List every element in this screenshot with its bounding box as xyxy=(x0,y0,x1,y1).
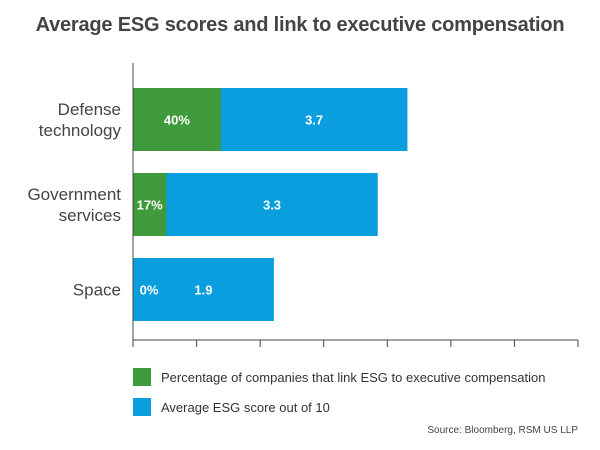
data-label-link-percentage: 17% xyxy=(137,198,163,213)
category-label-line: technology xyxy=(39,121,122,140)
category-label: Defense technology xyxy=(39,100,122,140)
bar-esg-score xyxy=(133,173,378,236)
bar-link-percentage xyxy=(133,88,221,151)
data-label-esg-score: 3.7 xyxy=(305,113,323,128)
category-label-line: Defense xyxy=(58,100,121,119)
data-label-link-percentage: 40% xyxy=(164,113,190,128)
legend: Percentage of companies that link ESG to… xyxy=(133,368,545,428)
bar-esg-score xyxy=(133,258,274,321)
category-labels: Defense technology Government services Space xyxy=(27,100,121,300)
x-axis xyxy=(132,63,579,347)
legend-label: Average ESG score out of 10 xyxy=(161,399,330,415)
legend-item-esg-score: Average ESG score out of 10 xyxy=(133,398,545,416)
category-label-line: Space xyxy=(73,281,121,300)
legend-label: Percentage of companies that link ESG to… xyxy=(161,369,546,385)
legend-swatch-blue xyxy=(133,398,151,416)
bars-group: 40% 3.7 17% 3.3 0% 1.9 xyxy=(133,88,408,321)
data-label-link-percentage: 0% xyxy=(140,283,159,298)
data-label-esg-score: 1.9 xyxy=(194,283,212,298)
data-label-esg-score: 3.3 xyxy=(263,198,281,213)
chart-title: Average ESG scores and link to executive… xyxy=(35,14,565,36)
category-label: Government services xyxy=(27,185,121,225)
category-label-line: services xyxy=(59,206,121,225)
legend-item-link-percentage: Percentage of companies that link ESG to… xyxy=(133,368,545,386)
legend-swatch-green xyxy=(133,368,151,386)
category-label-line: Government xyxy=(27,185,121,204)
bar-link-percentage xyxy=(133,173,167,236)
category-label: Space xyxy=(73,281,121,300)
source-note: Source: Bloomberg, RSM US LLP xyxy=(427,425,578,436)
